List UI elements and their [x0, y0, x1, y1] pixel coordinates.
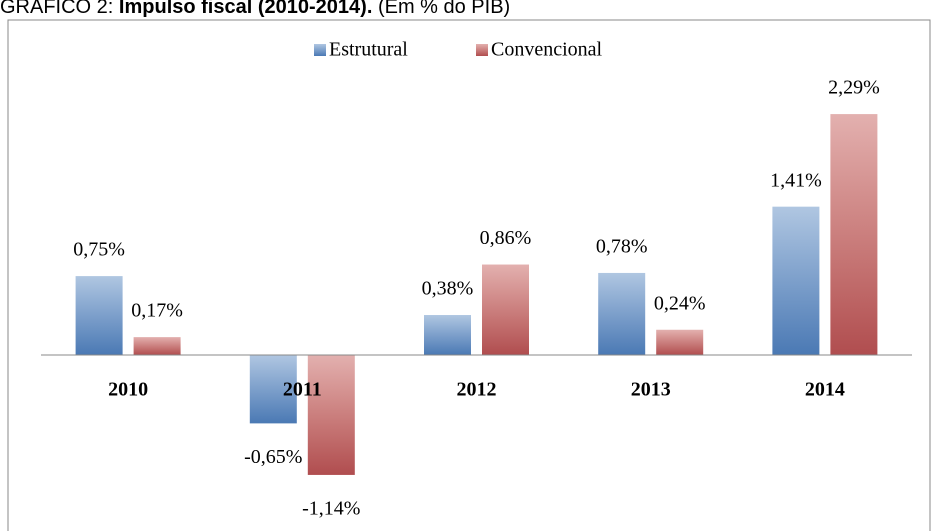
bar [482, 264, 529, 355]
x-tick-label: 2011 [283, 379, 322, 401]
legend-swatch [314, 44, 326, 56]
x-tick-label: 2014 [805, 379, 845, 401]
value-label: 0,24% [654, 292, 706, 314]
bar [772, 206, 820, 355]
value-label: 0,17% [131, 300, 183, 322]
bar [598, 272, 646, 355]
bar [133, 337, 181, 355]
title-suffix: (Em % do PIB) [378, 0, 510, 18]
value-label: 0,75% [73, 239, 125, 261]
value-label: -1,14% [302, 498, 360, 520]
x-tick-label: 2010 [108, 379, 148, 401]
legend-label: Estrutural [329, 39, 408, 61]
bar [424, 315, 471, 355]
value-label: 0,38% [422, 278, 474, 300]
title-prefix: GRÁFICO 2: [0, 0, 113, 18]
title-main: Impulso fiscal (2010-2014). [119, 0, 372, 18]
x-tick-label: 2013 [631, 379, 671, 401]
bar [307, 355, 355, 475]
value-label: 0,86% [480, 227, 532, 249]
bar [249, 355, 297, 424]
value-label: -0,65% [244, 446, 302, 468]
bar [75, 276, 123, 355]
chart-title: GRÁFICO 2: Impulso fiscal (2010-2014). (… [0, 0, 510, 18]
x-tick-label: 2012 [457, 379, 497, 401]
bar [656, 329, 704, 355]
value-label: 0,78% [596, 236, 648, 258]
value-label: 1,41% [770, 169, 822, 191]
legend-swatch [476, 44, 488, 56]
value-label: 2,29% [828, 77, 880, 99]
bar [830, 114, 878, 355]
legend-label: Convencional [491, 39, 603, 61]
